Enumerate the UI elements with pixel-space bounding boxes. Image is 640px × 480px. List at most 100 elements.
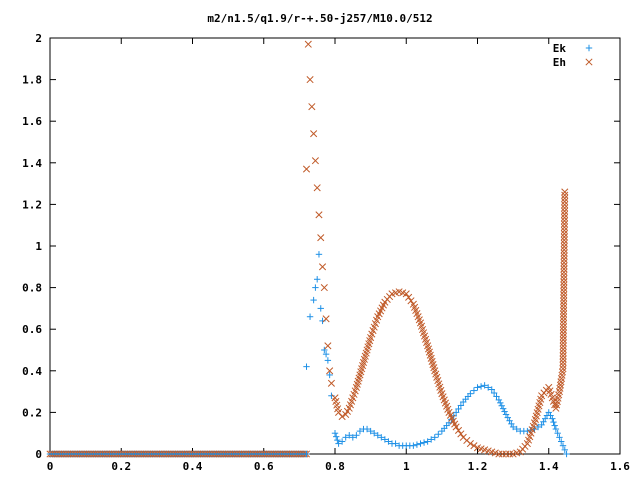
chart-title: m2/n1.5/q1.9/r-+.50-j257/M10.0/512	[207, 12, 432, 25]
eh-point	[315, 211, 323, 219]
plot-frame	[49, 37, 621, 455]
ek-point	[378, 434, 385, 441]
eh-point	[559, 339, 567, 347]
eh-point	[561, 188, 569, 196]
ek-point	[561, 446, 568, 454]
ek-point	[367, 427, 374, 435]
eh-point	[306, 76, 314, 84]
eh-point	[559, 310, 568, 318]
eh-point	[560, 220, 569, 228]
eh-point	[559, 342, 567, 350]
ek-point	[385, 438, 392, 445]
eh-point	[561, 198, 569, 206]
ek-point	[338, 438, 346, 445]
ek-point	[374, 432, 381, 439]
eh-point	[560, 291, 568, 299]
ek-point	[346, 432, 353, 439]
ek-point	[315, 251, 323, 258]
eh-point	[560, 252, 568, 260]
ek-point	[326, 371, 333, 379]
eh-point	[560, 223, 568, 231]
ek-point	[381, 436, 389, 443]
eh-point	[466, 440, 474, 448]
eh-point	[559, 336, 567, 344]
ek-point	[413, 441, 421, 448]
x-tick-label: 0.8	[325, 460, 345, 473]
eh-point	[561, 210, 569, 218]
eh-point	[560, 243, 568, 251]
eh-point	[402, 290, 410, 298]
eh-point	[560, 236, 568, 244]
eh-point	[559, 313, 568, 321]
ek-point	[550, 418, 557, 426]
eh-point	[560, 246, 568, 254]
ek-point	[356, 427, 364, 435]
eh-point	[559, 345, 567, 353]
eh-point	[560, 255, 568, 263]
y-tick-label: 1	[35, 240, 42, 253]
legend-marker-eh	[585, 58, 593, 66]
ek-point	[349, 434, 357, 441]
eh-point	[318, 263, 327, 271]
x-tick-label: 0.6	[254, 460, 274, 473]
eh-point	[454, 426, 463, 434]
x-tick-label: 1.4	[539, 460, 559, 473]
eh-point	[561, 207, 569, 215]
eh-point	[560, 294, 568, 302]
ek-point	[334, 436, 341, 444]
ek-point	[474, 384, 481, 391]
eh-point	[560, 284, 568, 292]
ek-point	[317, 305, 324, 312]
eh-point	[560, 217, 569, 225]
ek-point	[370, 430, 378, 437]
ek-point	[363, 425, 371, 433]
eh-point	[561, 204, 569, 212]
x-tick-label: 0.4	[183, 460, 203, 473]
ek-point	[554, 430, 561, 437]
eh-point	[559, 349, 567, 357]
ek-point	[498, 402, 505, 409]
ek-point	[328, 392, 335, 399]
eh-point	[452, 423, 460, 431]
x-tick-label: 1.6	[610, 460, 630, 473]
eh-point	[559, 361, 567, 370]
eh-point	[560, 300, 568, 308]
ek-point	[563, 450, 570, 458]
eh-point	[559, 329, 567, 337]
eh-point	[310, 130, 318, 138]
ek-point	[306, 313, 314, 320]
ek-point	[467, 390, 474, 397]
y-tick-label: 0.6	[22, 323, 42, 336]
eh-point	[559, 320, 568, 328]
ek-point	[499, 405, 507, 412]
ek-point	[452, 409, 460, 416]
y-tick-label: 1.8	[22, 74, 42, 87]
eh-point	[559, 316, 568, 325]
ek-point	[324, 357, 332, 364]
y-tick-label: 2	[35, 32, 42, 45]
x-tick-label: 0.2	[111, 460, 131, 473]
ek-point	[477, 383, 485, 390]
ek-point	[431, 434, 438, 441]
ek-point	[534, 423, 542, 431]
x-tick-label: 1	[403, 460, 410, 473]
ek-point	[313, 276, 321, 283]
ek-point	[455, 405, 462, 413]
baseline-markers	[46, 450, 311, 458]
y-tick-label: 1.6	[22, 115, 42, 128]
ek-point	[312, 284, 319, 291]
eh-point	[560, 239, 568, 247]
eh-point	[560, 214, 569, 222]
series-eh	[302, 40, 569, 458]
series-ek	[303, 251, 570, 458]
eh-point	[560, 226, 568, 235]
y-tick-label: 1.4	[22, 157, 42, 170]
eh-point	[559, 323, 567, 331]
eh-point	[405, 293, 413, 301]
ek-point	[513, 425, 520, 433]
ek-point	[424, 438, 431, 445]
ek-point	[457, 402, 465, 409]
eh-point	[560, 249, 568, 257]
eh-point	[559, 333, 567, 341]
ek-point	[321, 346, 328, 354]
